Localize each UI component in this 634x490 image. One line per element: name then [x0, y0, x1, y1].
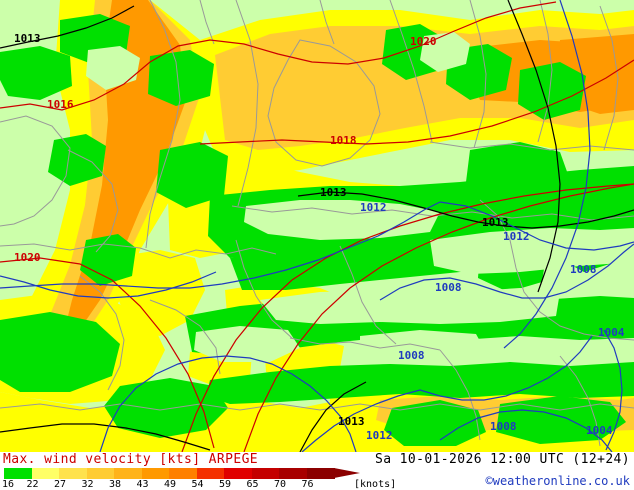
colorbar-unit-label: [knots]	[354, 479, 397, 490]
colorbar-arrow-tip	[334, 468, 360, 478]
isobar-label: 1020	[410, 35, 437, 48]
isobar-label: 1020	[14, 251, 41, 264]
colorbar-tick: 76	[301, 479, 314, 490]
colorbar-tick: 54	[191, 479, 204, 490]
colorbar-band-32	[86, 468, 115, 479]
isobar-label: 1013	[14, 32, 41, 45]
colorbar-tick: 65	[246, 479, 259, 490]
colorbar-band-59	[224, 468, 253, 479]
colorbar-tick: 49	[164, 479, 177, 490]
isobar-label: 1013	[320, 186, 347, 199]
colorbar-band-22	[31, 468, 60, 479]
colorbar-tick: 38	[109, 479, 122, 490]
isobar-label: 1013	[338, 415, 365, 428]
isobar-label: 1004	[598, 326, 625, 339]
colorbar-tick: 27	[54, 479, 67, 490]
isobars-black	[0, 0, 634, 452]
copyright-notice: ©weatheronline.co.uk	[485, 474, 631, 488]
colorbar-tick: 59	[219, 479, 232, 490]
colorbar-tick: 32	[81, 479, 94, 490]
colorbar-band-27	[59, 468, 88, 479]
isobar-label: 1013	[482, 216, 509, 229]
isobar-label: 1012	[360, 201, 387, 214]
colorbar-band-76	[306, 468, 335, 479]
model-run-timestamp: Sa 10-01-2026 12:00 UTC (12+24)	[374, 452, 630, 467]
isobar-label: 1012	[503, 230, 530, 243]
isobar-label: 1008	[570, 263, 597, 276]
colorbar-band-43	[141, 468, 170, 479]
colorbar-tick-labels: 16 22 27 32 38 43 49 54 59 65 70 76 [knots]	[0, 479, 400, 490]
isobar-label: 1008	[398, 349, 425, 362]
colorbar-tick: 16	[2, 479, 15, 490]
isobar-label-group: 1013 1016 1020 1020 1018 1013 1012 1013 …	[14, 32, 625, 442]
map-svg: 1013 1016 1020 1020 1018 1013 1012 1013 …	[0, 0, 634, 452]
isobar-label: 1016	[47, 98, 74, 111]
isobar-label: 1018	[330, 134, 357, 147]
colorbar-band-38	[114, 468, 143, 479]
colorbar-tick: 70	[274, 479, 287, 490]
legend-title: Max. wind velocity [kts] ARPEGE	[3, 452, 259, 467]
colorbar-band-70	[279, 468, 308, 479]
isobar-label: 1008	[435, 281, 462, 294]
colorbar-band-49	[169, 468, 198, 479]
colorbar-band-54	[196, 468, 225, 479]
colorbar-tick: 22	[26, 479, 39, 490]
colorbar-band-16	[4, 468, 33, 479]
isobar-label: 1004	[586, 424, 613, 437]
weather-map-canvas[interactable]: 1013 1016 1020 1020 1018 1013 1012 1013 …	[0, 0, 634, 452]
isobar-label: 1008	[490, 420, 517, 433]
map-footer: Max. wind velocity [kts] ARPEGE Sa 10-01…	[0, 452, 634, 490]
isobars-blue	[0, 0, 634, 452]
colorbar-band-65	[251, 468, 280, 479]
wind-speed-colorbar[interactable]	[4, 468, 335, 479]
colorbar-tick: 43	[136, 479, 149, 490]
isobars-red	[0, 1, 634, 452]
isobar-label: 1012	[366, 429, 393, 442]
